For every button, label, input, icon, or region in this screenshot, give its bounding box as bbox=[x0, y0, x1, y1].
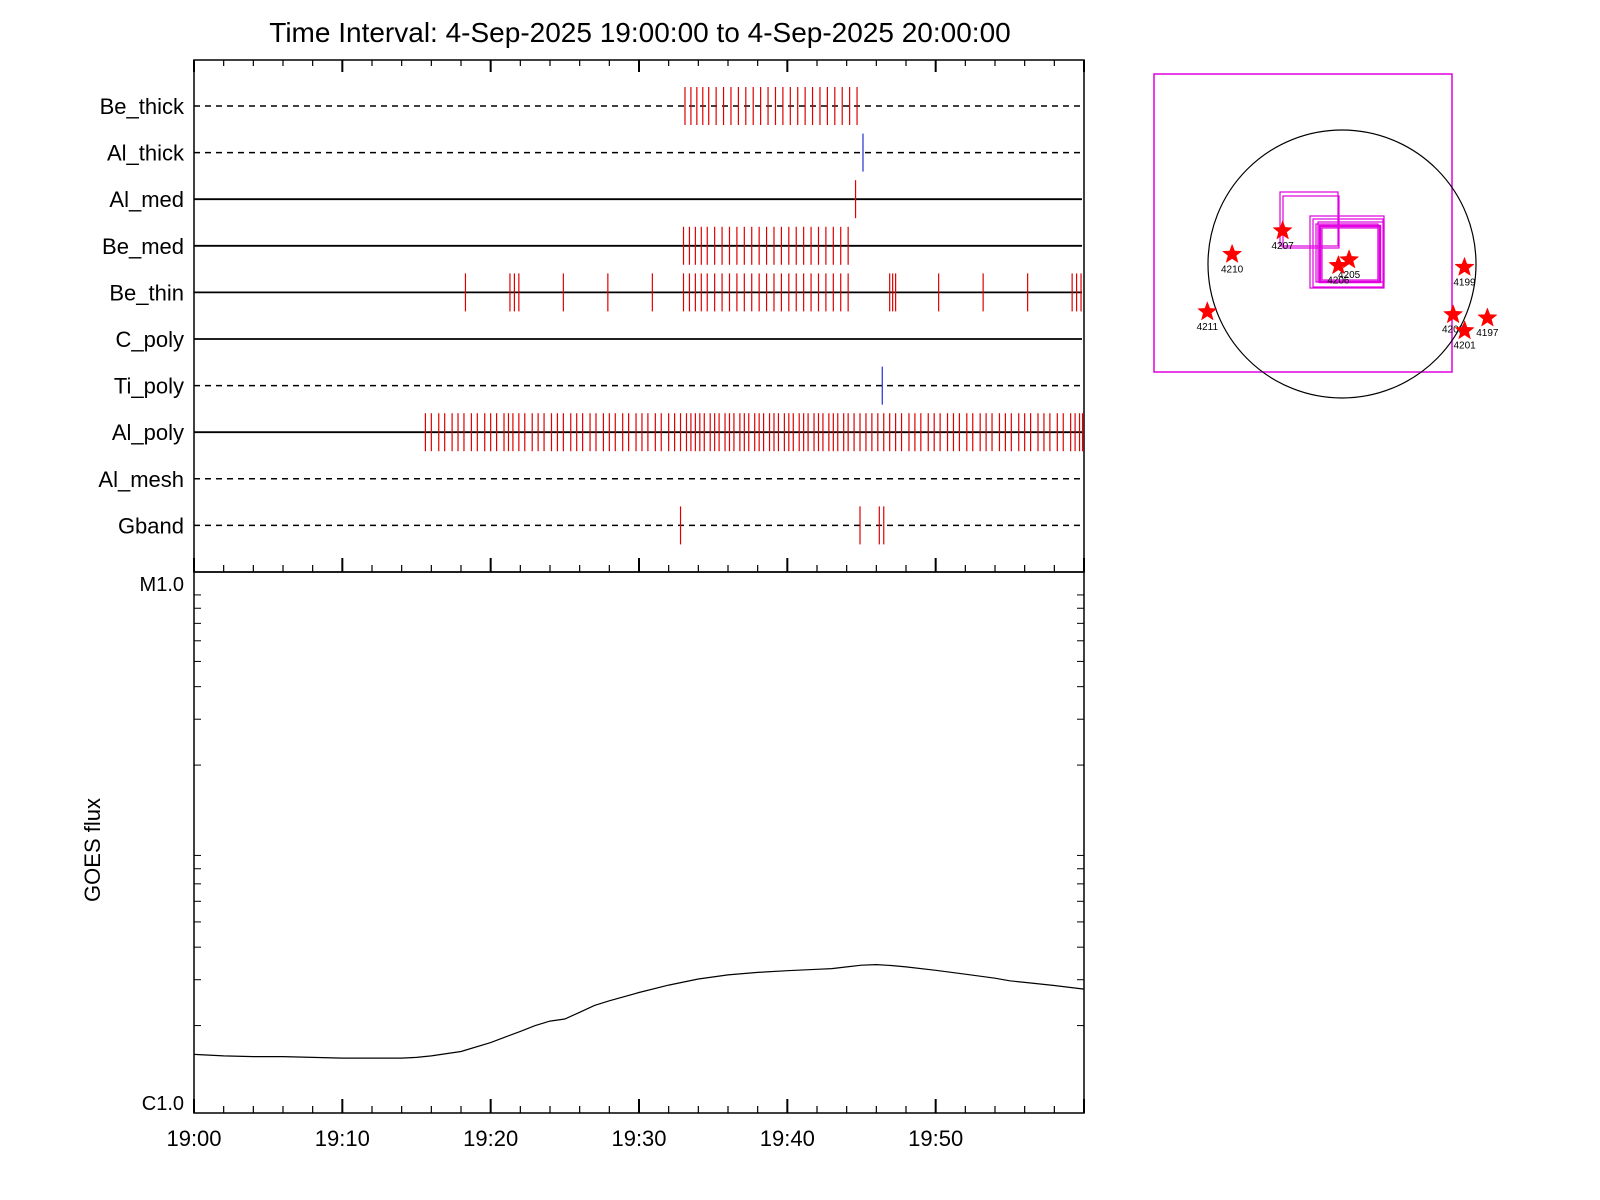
goes-flux-panel: M1.0 C1.0 19:00 19:10 19:20 19:30 19:40 19:50 bbox=[140, 558, 1085, 1151]
row-label: Al_mesh bbox=[98, 467, 184, 492]
goes-x-tick-label: 19:30 bbox=[611, 1126, 666, 1151]
row-c-poly: C_poly bbox=[116, 327, 1082, 352]
star-marker bbox=[1442, 303, 1464, 324]
row-label: Be_thick bbox=[100, 94, 185, 119]
region-number: 4207 bbox=[1272, 241, 1295, 252]
solar-limb bbox=[1207, 129, 1477, 399]
active-region-4205: 4205 bbox=[1338, 249, 1361, 281]
timeline-panel: Be_thick Al_thick Al_med Be_med Be_thin C_pol… bbox=[98, 59, 1085, 573]
row-label: Be_med bbox=[102, 234, 184, 259]
row-be-med: Be_med bbox=[102, 226, 1082, 265]
fov-box bbox=[1321, 227, 1379, 281]
active-region-4197: 4197 bbox=[1476, 307, 1499, 339]
region-number: 4199 bbox=[1453, 277, 1476, 288]
active-region-4211: 4211 bbox=[1197, 301, 1219, 333]
active-region-4202: 4202 bbox=[1442, 303, 1465, 336]
row-label: Al_med bbox=[109, 187, 184, 212]
region-number: 4211 bbox=[1197, 322, 1219, 333]
active-region-4206: 4206 bbox=[1327, 254, 1350, 287]
row-label: C_poly bbox=[116, 327, 184, 352]
goes-x-tick-label: 19:50 bbox=[908, 1126, 963, 1151]
goes-y-tick-label: C1.0 bbox=[142, 1093, 184, 1115]
goes-x-tick-label: 19:10 bbox=[315, 1126, 370, 1151]
row-label: Al_thick bbox=[107, 141, 185, 166]
timeline-frame bbox=[193, 59, 1085, 573]
region-number: 4197 bbox=[1476, 328, 1499, 339]
row-al-poly: Al_poly bbox=[112, 413, 1084, 452]
row-be-thin: Be_thin bbox=[109, 273, 1082, 312]
star-marker bbox=[1454, 256, 1475, 276]
row-be-thick: Be_thick bbox=[100, 87, 1082, 125]
star-marker bbox=[1477, 307, 1498, 327]
row-label: Ti_poly bbox=[114, 374, 184, 399]
active-region-4199: 4199 bbox=[1453, 256, 1476, 288]
row-al-mesh: Al_mesh bbox=[98, 467, 1082, 492]
region-number: 4202 bbox=[1442, 325, 1465, 336]
region-number: 4205 bbox=[1338, 270, 1361, 281]
goes-flux-line bbox=[193, 963, 1085, 1059]
star-marker bbox=[1197, 301, 1218, 321]
row-label: Be_thin bbox=[109, 280, 184, 305]
goes-y-tick-label: M1.0 bbox=[140, 574, 184, 596]
goes-y-axis-label: GOES flux bbox=[80, 798, 105, 902]
star-marker bbox=[1454, 319, 1475, 340]
goes-x-tick-label: 19:00 bbox=[166, 1126, 221, 1151]
star-marker bbox=[1328, 254, 1349, 275]
chart-title: Time Interval: 4-Sep-2025 19:00:00 to 4-… bbox=[269, 17, 1010, 48]
goes-frame bbox=[193, 571, 1085, 1114]
active-region-4210: 4210 bbox=[1221, 243, 1244, 275]
fov-box bbox=[1312, 218, 1384, 288]
row-gband: Gband bbox=[118, 506, 1082, 545]
active-region-4201: 4201 bbox=[1453, 319, 1476, 352]
row-al-med: Al_med bbox=[109, 180, 1082, 219]
star-marker bbox=[1221, 243, 1243, 263]
region-number: 4210 bbox=[1221, 264, 1244, 275]
star-marker bbox=[1272, 220, 1293, 240]
row-label: Gband bbox=[118, 513, 184, 538]
row-ti-poly: Ti_poly bbox=[114, 366, 1082, 405]
region-number: 4201 bbox=[1453, 341, 1476, 352]
goes-x-tick-label: 19:40 bbox=[760, 1126, 815, 1151]
row-label: Al_poly bbox=[112, 420, 184, 445]
region-number: 4206 bbox=[1327, 276, 1350, 287]
fov-box-active bbox=[1318, 224, 1382, 284]
star-marker bbox=[1338, 249, 1360, 269]
row-al-thick: Al_thick bbox=[107, 133, 1082, 172]
fov-box-large bbox=[1153, 73, 1453, 373]
goes-x-tick-label: 19:20 bbox=[463, 1126, 518, 1151]
active-region-4207: 4207 bbox=[1272, 220, 1295, 252]
